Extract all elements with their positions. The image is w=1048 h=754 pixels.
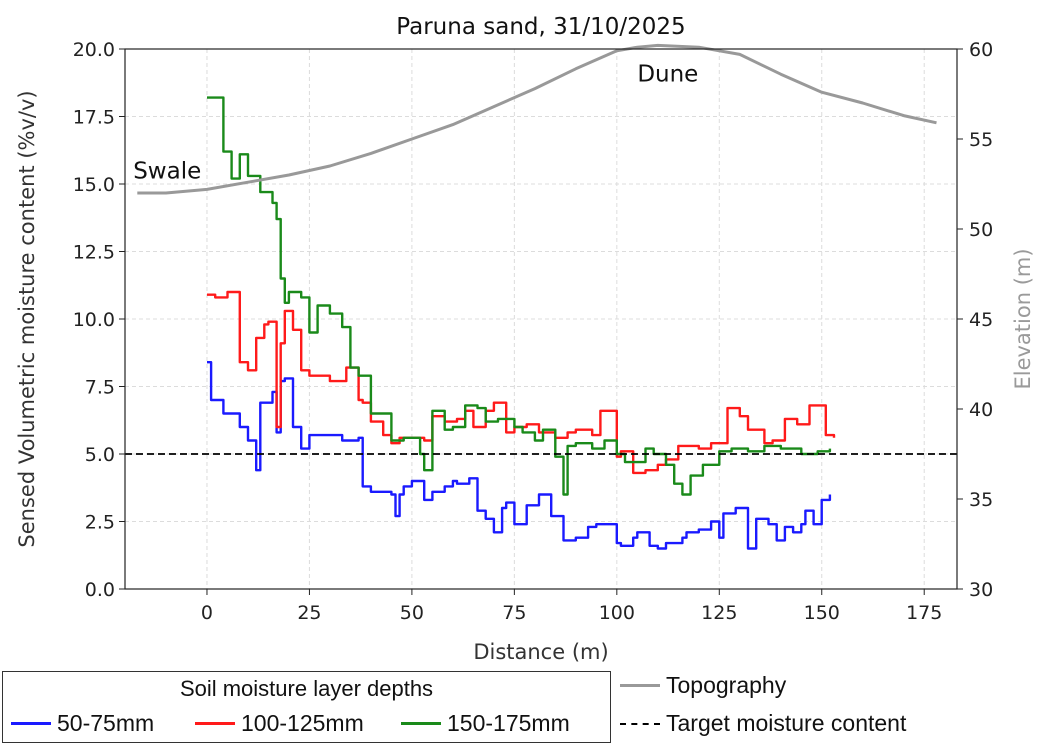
y2-axis-ticks: 30 35 40 45 50 55 60 [957, 39, 993, 601]
legend-swatch-50-75mm [11, 722, 51, 725]
x-axis-label: Distance (m) [473, 640, 608, 664]
legend-item-topography: Topography [620, 672, 786, 699]
legend-label: 150-175mm [447, 710, 570, 736]
series-line-topography [137, 43, 937, 195]
legend-item-150-175mm: 150-175mm [401, 710, 570, 737]
y2-tick-label: 40 [969, 399, 993, 421]
x-tick-label: 0 [201, 602, 213, 624]
x-tick-label: 75 [502, 602, 526, 624]
y-tick-label: 20.0 [73, 39, 115, 61]
legend-label: 50-75mm [57, 710, 155, 736]
x-tick-label: 50 [400, 602, 424, 624]
legend-title: Soil moisture layer depths [179, 676, 434, 701]
legend-item-target-moisture: Target moisture content [620, 710, 906, 737]
y-tick-label: 2.5 [85, 512, 115, 534]
legend-item-50-75mm: 50-75mm [11, 710, 154, 737]
x-tick-label: 175 [906, 602, 942, 624]
annotation-swale: Swale [133, 159, 201, 185]
y2-tick-label: 60 [969, 39, 993, 61]
y-tick-label: 17.5 [73, 107, 115, 129]
y2-axis-label: Elevation (m) [1011, 248, 1035, 389]
series-line-50-75mm [207, 361, 832, 550]
y2-tick-label: 35 [969, 489, 993, 511]
legend-label: Topography [666, 672, 787, 698]
legend-swatch-target-moisture [620, 722, 660, 725]
y2-tick-label: 55 [969, 129, 993, 151]
legend-swatch-150-175mm [401, 722, 441, 725]
x-tick-label: 25 [297, 602, 321, 624]
annotation-dune: Dune [637, 61, 698, 87]
x-tick-label: 125 [701, 602, 737, 624]
series-line-100-125mm [207, 290, 836, 475]
legend-swatch-100-125mm [195, 722, 235, 725]
legend-item-100-125mm: 100-125mm [195, 710, 364, 737]
y-tick-label: 0.0 [85, 579, 115, 601]
y2-tick-label: 45 [969, 309, 993, 331]
y-tick-label: 15.0 [73, 174, 115, 196]
chart-title: Paruna sand, 31/10/2025 [396, 14, 685, 40]
y-axis-ticks: 0.0 2.5 5.0 7.5 10.0 12.5 15.0 17.5 20.0 [73, 39, 125, 601]
x-axis-ticks: 0 25 50 75 100 125 150 175 [201, 589, 942, 624]
legend-box: Soil moisture layer depths 50-75mm 100-1… [2, 671, 611, 743]
y2-tick-label: 50 [969, 219, 993, 241]
y-tick-label: 10.0 [73, 309, 115, 331]
y-tick-label: 5.0 [85, 444, 115, 466]
legend-swatch-topography [620, 684, 660, 687]
x-tick-label: 150 [804, 602, 840, 624]
y-tick-label: 7.5 [85, 377, 115, 399]
series-line-150-175mm [207, 96, 832, 496]
y-axis-label: Sensed Volumetric moisture content (%v/v… [15, 90, 39, 547]
chart-canvas: 0 25 50 75 100 125 150 175 0.0 2.5 5.0 7.5 10.0 12.5… [15, 14, 1035, 664]
legend-label: Target moisture content [666, 710, 907, 736]
grid-lines [125, 48, 957, 590]
x-tick-label: 100 [599, 602, 635, 624]
y-tick-label: 12.5 [73, 242, 115, 264]
legend-label: 100-125mm [241, 710, 364, 736]
y2-tick-label: 30 [969, 579, 993, 601]
series-layer [137, 43, 937, 550]
